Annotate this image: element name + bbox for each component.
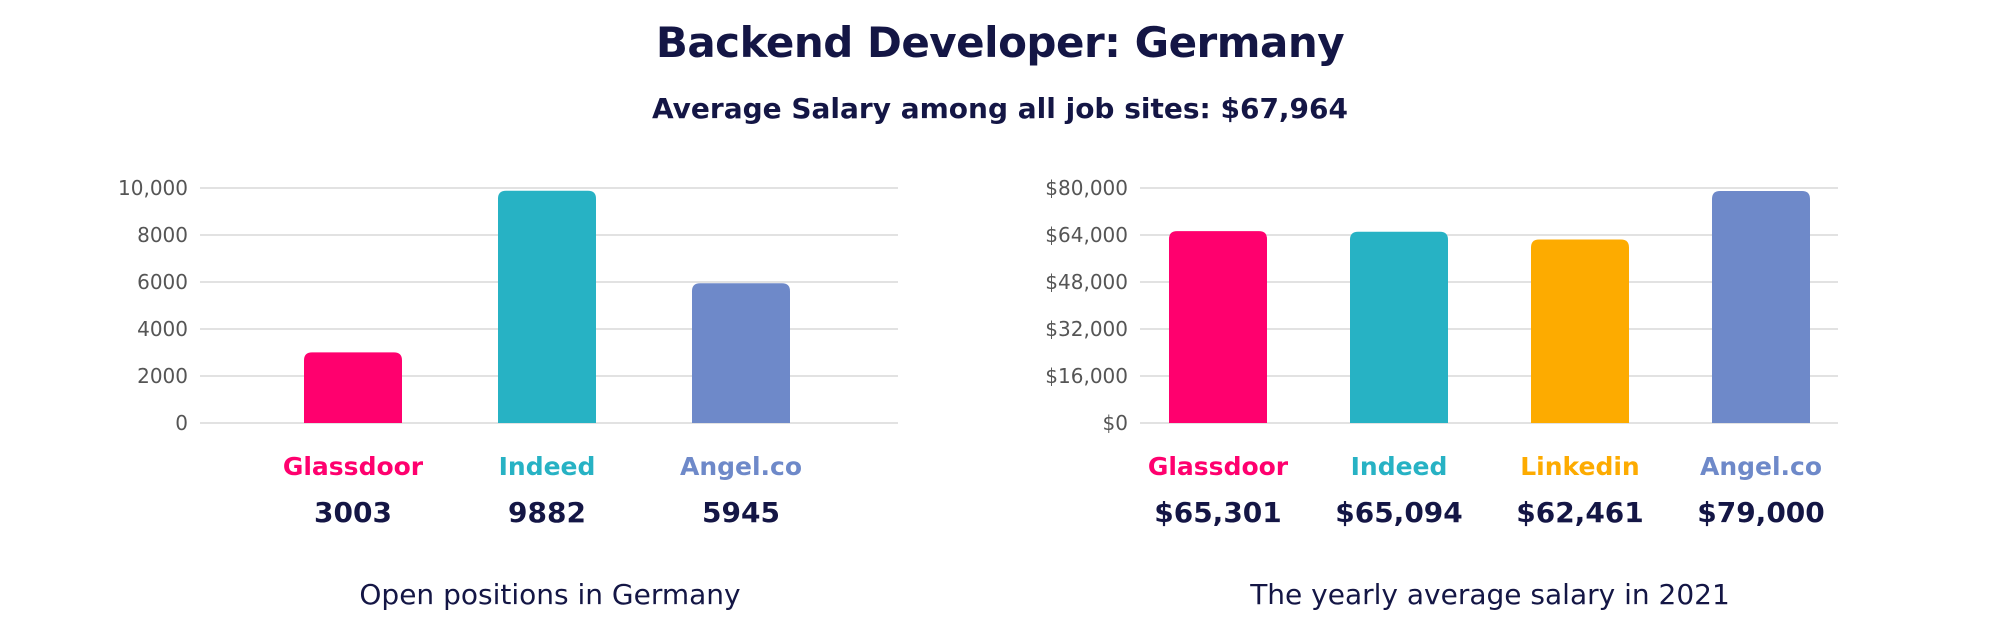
open-positions-chart: 0 2000 4000 6000 8000 10,000 Open positions i… xyxy=(0,160,1000,620)
page-subtitle: Average Salary among all job sites: $67,… xyxy=(651,92,1349,125)
value-label: $79,000 xyxy=(1697,496,1825,529)
value-label: 5945 xyxy=(702,496,780,529)
bar-glassdoor xyxy=(1169,231,1267,423)
value-label: $65,094 xyxy=(1335,496,1463,529)
y-tick-label: $0 xyxy=(1103,411,1128,435)
average-salary-chart: $0 $16,000 $32,000 $48,000 $64,000 $80,000 Th… xyxy=(1000,160,2000,620)
value-label: 3003 xyxy=(314,496,392,529)
bar-indeed xyxy=(498,190,596,423)
open-positions-plot: 0 2000 4000 6000 8000 10,000 xyxy=(118,176,898,435)
y-tick-label: $32,000 xyxy=(1045,317,1128,341)
value-label: $62,461 xyxy=(1516,496,1644,529)
page-title: Backend Developer: Germany xyxy=(655,18,1345,67)
category-label: Angel.co xyxy=(679,452,803,481)
y-tick-label: $64,000 xyxy=(1045,223,1128,247)
y-tick-label: 10,000 xyxy=(118,176,188,200)
y-tick-label: $80,000 xyxy=(1045,176,1128,200)
y-tick-label: 0 xyxy=(175,411,188,435)
category-label: Glassdoor xyxy=(1147,452,1289,481)
bar-linkedin xyxy=(1531,239,1629,423)
value-label: $65,301 xyxy=(1154,496,1282,529)
bar-angel-co xyxy=(692,283,790,423)
category-label: Angel.co xyxy=(1699,452,1823,481)
y-tick-label: $48,000 xyxy=(1045,270,1128,294)
chart-caption: Open positions in Germany xyxy=(359,578,741,611)
y-tick-label: $16,000 xyxy=(1045,364,1128,388)
bar-glassdoor xyxy=(304,352,402,423)
value-label: 9882 xyxy=(508,496,586,529)
chart-caption: The yearly average salary in 2021 xyxy=(1250,578,1730,611)
bar-angel-co xyxy=(1712,190,1810,423)
average-salary-plot: $0 $16,000 $32,000 $48,000 $64,000 $80,000 xyxy=(1045,176,1838,435)
y-tick-label: 6000 xyxy=(137,270,188,294)
bar-indeed xyxy=(1350,231,1448,423)
category-label: Indeed xyxy=(498,452,596,481)
y-tick-label: 8000 xyxy=(137,223,188,247)
y-tick-label: 4000 xyxy=(137,317,188,341)
category-label: Glassdoor xyxy=(282,452,424,481)
y-tick-label: 2000 xyxy=(137,364,188,388)
category-label: Indeed xyxy=(1350,452,1448,481)
category-label: Linkedin xyxy=(1520,452,1640,481)
